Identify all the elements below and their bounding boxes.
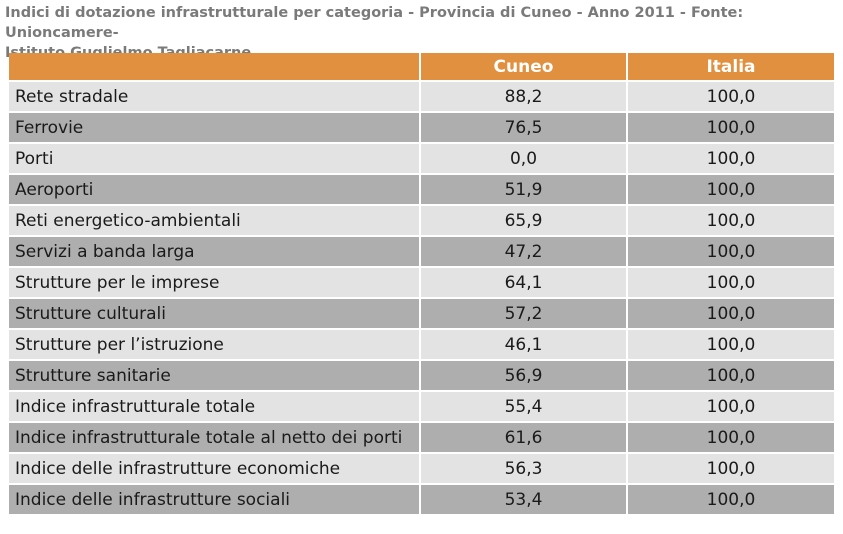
row-label: Indice infrastrutturale totale al netto …: [9, 423, 419, 452]
cuneo-value: 55,4: [421, 392, 626, 421]
italia-value: 100,0: [628, 423, 834, 452]
table-row: Servizi a banda larga 47,2 100,0: [9, 237, 834, 266]
row-label: Rete stradale: [9, 82, 419, 111]
header-cuneo: Cuneo: [421, 53, 626, 80]
italia-value: 100,0: [628, 361, 834, 390]
cuneo-value: 51,9: [421, 175, 626, 204]
row-label: Indice delle infrastrutture sociali: [9, 485, 419, 514]
row-label: Indice infrastrutturale totale: [9, 392, 419, 421]
italia-value: 100,0: [628, 82, 834, 111]
table-row: Aeroporti 51,9 100,0: [9, 175, 834, 204]
table-row: Strutture sanitarie 56,9 100,0: [9, 361, 834, 390]
row-label: Porti: [9, 144, 419, 173]
cuneo-value: 76,5: [421, 113, 626, 142]
italia-value: 100,0: [628, 144, 834, 173]
header-italia: Italia: [628, 53, 834, 80]
header-category: [9, 53, 419, 80]
row-label: Servizi a banda larga: [9, 237, 419, 266]
row-label: Strutture per l’istruzione: [9, 330, 419, 359]
infrastructure-table: Cuneo Italia Rete stradale 88,2 100,0 Ferro…: [7, 51, 836, 516]
italia-value: 100,0: [628, 485, 834, 514]
row-label: Ferrovie: [9, 113, 419, 142]
table-row: Ferrovie 76,5 100,0: [9, 113, 834, 142]
italia-value: 100,0: [628, 206, 834, 235]
cuneo-value: 88,2: [421, 82, 626, 111]
table-row: Indice delle infrastrutture economiche 56…: [9, 454, 834, 483]
table-row: Porti 0,0 100,0: [9, 144, 834, 173]
table-row: Indice delle infrastrutture sociali 53,4 1…: [9, 485, 834, 514]
cuneo-value: 64,1: [421, 268, 626, 297]
italia-value: 100,0: [628, 454, 834, 483]
cuneo-value: 56,9: [421, 361, 626, 390]
cuneo-value: 47,2: [421, 237, 626, 266]
row-label: Aeroporti: [9, 175, 419, 204]
italia-value: 100,0: [628, 299, 834, 328]
table-row: Strutture per le imprese 64,1 100,0: [9, 268, 834, 297]
row-label: Strutture sanitarie: [9, 361, 419, 390]
italia-value: 100,0: [628, 268, 834, 297]
row-label: Indice delle infrastrutture economiche: [9, 454, 419, 483]
cuneo-value: 0,0: [421, 144, 626, 173]
table-row: Strutture culturali 57,2 100,0: [9, 299, 834, 328]
table-header-row: Cuneo Italia: [9, 53, 834, 80]
caption-line-1: Indici di dotazione infrastrutturale per…: [5, 5, 744, 41]
row-label: Strutture per le imprese: [9, 268, 419, 297]
italia-value: 100,0: [628, 175, 834, 204]
table-row: Rete stradale 88,2 100,0: [9, 82, 834, 111]
table-body: Rete stradale 88,2 100,0 Ferrovie 76,5 100,0 P…: [9, 82, 834, 514]
cuneo-value: 65,9: [421, 206, 626, 235]
italia-value: 100,0: [628, 330, 834, 359]
cuneo-value: 57,2: [421, 299, 626, 328]
cuneo-value: 53,4: [421, 485, 626, 514]
italia-value: 100,0: [628, 237, 834, 266]
table-row: Indice infrastrutturale totale 55,4 100,0: [9, 392, 834, 421]
table-row: Indice infrastrutturale totale al netto …: [9, 423, 834, 452]
table-row: Reti energetico-ambientali 65,9 100,0: [9, 206, 834, 235]
row-label: Reti energetico-ambientali: [9, 206, 419, 235]
cuneo-value: 56,3: [421, 454, 626, 483]
italia-value: 100,0: [628, 113, 834, 142]
italia-value: 100,0: [628, 392, 834, 421]
cuneo-value: 61,6: [421, 423, 626, 452]
cuneo-value: 46,1: [421, 330, 626, 359]
table-row: Strutture per l’istruzione 46,1 100,0: [9, 330, 834, 359]
row-label: Strutture culturali: [9, 299, 419, 328]
